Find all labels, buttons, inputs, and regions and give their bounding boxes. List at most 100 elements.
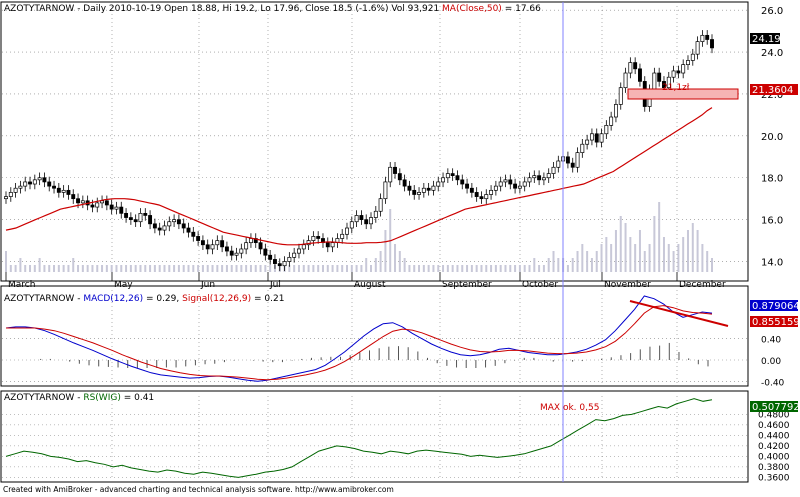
candle-up: [623, 72, 628, 89]
volume-bars: [5, 202, 713, 272]
volume-bar: [317, 265, 320, 272]
volume-bar: [245, 265, 248, 272]
candle-down: [407, 185, 412, 191]
volume-bar: [667, 244, 670, 272]
price-zone-box: [627, 88, 739, 100]
volume-bar: [547, 258, 550, 272]
candle-down: [513, 183, 518, 189]
candle-down: [124, 213, 129, 218]
macd-value: 0.879064: [752, 301, 800, 312]
price-tick-label: 14.0: [761, 258, 783, 269]
volume-bar: [394, 244, 397, 272]
volume-bar: [711, 258, 713, 272]
volume-bar: [398, 251, 401, 272]
candle-up: [80, 200, 85, 204]
volume-bar: [533, 258, 536, 272]
candle-down: [359, 215, 364, 220]
month-label: Jun: [200, 280, 215, 290]
candle-up: [484, 194, 489, 200]
price-tick-label: 18.0: [761, 174, 783, 185]
volume-bar: [77, 265, 80, 272]
volume-bar: [326, 265, 329, 272]
volume-bar: [249, 265, 252, 272]
month-label: October: [522, 280, 558, 290]
candle-down: [594, 133, 599, 143]
candle-down: [465, 183, 470, 189]
volume-bar: [134, 265, 137, 272]
month-label: November: [604, 280, 651, 290]
rs-header-label: RS(WIG): [83, 393, 121, 403]
candle-down: [47, 181, 52, 187]
candle-up: [618, 87, 623, 105]
price-tick-label: 22.0: [761, 90, 783, 101]
rs-tick-label: 0.4000: [758, 452, 790, 462]
candle-up: [527, 177, 532, 183]
rs-value: 0.507792: [752, 402, 800, 413]
volume-bar: [432, 265, 435, 272]
candle-up: [585, 139, 590, 145]
price-tick-label: 16.0: [761, 216, 783, 227]
price-zone-label: 21,1zł: [662, 83, 690, 93]
candle-down: [277, 263, 282, 267]
rs-tick-label: 0.4600: [758, 421, 790, 431]
price-panel: [0, 1, 749, 282]
candle-up: [441, 177, 445, 183]
volume-bar: [614, 230, 617, 272]
candle-down: [508, 179, 513, 185]
volume-bar: [269, 265, 272, 272]
volume-bar: [177, 265, 180, 272]
candle-down: [402, 179, 407, 187]
candle-down: [565, 156, 570, 164]
volume-bar: [662, 237, 665, 272]
volume-bar: [571, 258, 574, 272]
candle-up: [388, 166, 393, 183]
candle-up: [301, 244, 306, 250]
volume-bar: [350, 265, 353, 272]
volume-bar: [619, 216, 622, 272]
volume-bar: [72, 258, 75, 272]
volume-bar: [370, 265, 373, 272]
candle-up: [311, 236, 316, 241]
candle-down: [570, 162, 575, 168]
month-label: September: [442, 280, 492, 290]
candle-up: [13, 187, 18, 193]
rs-tick-label: 0.4400: [758, 431, 790, 441]
price-tick-label: 24.0: [761, 48, 783, 59]
candle-up: [32, 179, 37, 185]
candle-down: [200, 240, 205, 246]
volume-bar: [461, 265, 464, 272]
volume-bar: [518, 265, 521, 272]
price-header: AZOTYTARNOW - Daily 2010-10-19 Open 18.8…: [4, 4, 541, 14]
volume-bar: [288, 265, 291, 272]
candle-up: [282, 261, 287, 267]
volume-bar: [105, 265, 108, 272]
candle-up: [546, 173, 551, 179]
volume-bar: [466, 265, 469, 272]
volume-bar: [504, 265, 507, 272]
candle-up: [604, 125, 609, 135]
volume-bar: [129, 265, 132, 272]
volume-bar: [331, 265, 334, 272]
candle-up: [172, 219, 177, 223]
candle-down: [229, 250, 234, 256]
volume-bar: [542, 265, 545, 272]
volume-bar: [96, 265, 99, 272]
volume-bar: [418, 265, 421, 272]
candle-up: [666, 76, 671, 89]
macd-header-label: MACD(12,26): [83, 294, 143, 304]
candle-down: [258, 242, 263, 250]
candle-up: [489, 189, 494, 195]
volume-bar: [67, 265, 70, 272]
rs-value-box: 0.507792: [750, 401, 800, 413]
rs-header-value: = 0.41: [121, 393, 154, 403]
price-header-symbol: AZOTYTARNOW: [4, 4, 74, 14]
candle-down: [104, 200, 109, 206]
candle-down: [109, 204, 114, 210]
volume-bar: [5, 251, 7, 272]
macd-grid: [2, 290, 747, 384]
rs-header: AZOTYTARNOW - RS(WIG) = 0.41: [4, 393, 154, 403]
price-header-info: - Daily 2010-10-19 Open 18.88, Hi 19.2, …: [74, 4, 442, 14]
macd-value-box: 0.879064: [750, 300, 800, 312]
volume-bar: [451, 265, 454, 272]
candle-down: [710, 39, 714, 49]
